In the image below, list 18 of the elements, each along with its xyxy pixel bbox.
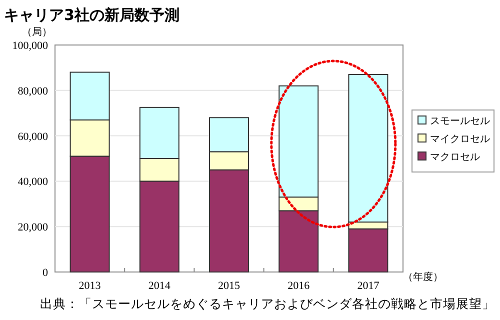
legend-label: マイクロセル bbox=[430, 134, 490, 145]
chart-title: キャリア3社の新局数予測 bbox=[4, 6, 180, 24]
source-note: 出典：「スモールセルをめぐるキャリアおよびベンダ各社の戦略と市場展望」 bbox=[40, 296, 495, 311]
x-tick-label: 2013 bbox=[78, 280, 102, 292]
x-tick-label: 2014 bbox=[148, 280, 171, 292]
y-tick-label: 60,000 bbox=[18, 130, 48, 143]
y-tick-label: 100,000 bbox=[12, 40, 48, 52]
x-tick-label: 2015 bbox=[218, 280, 240, 292]
y-tick-label: 0 bbox=[42, 267, 48, 279]
legend-label: マクロセル bbox=[430, 152, 480, 163]
x-tick-label: 2017 bbox=[357, 280, 380, 292]
y-tick-label: 20,000 bbox=[18, 222, 48, 234]
x-tick-label: 2016 bbox=[288, 280, 310, 292]
x-axis-title: （年度） bbox=[403, 271, 443, 283]
y-axis-title: （局） bbox=[22, 27, 52, 38]
legend-label: スモールセル bbox=[430, 116, 490, 127]
y-tick-label: 40,000 bbox=[18, 176, 48, 188]
y-tick-label: 80,000 bbox=[18, 85, 48, 98]
